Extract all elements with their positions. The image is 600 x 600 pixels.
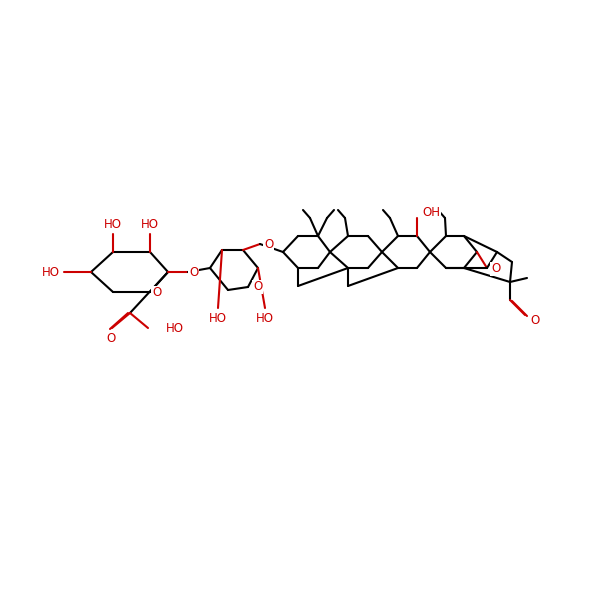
Text: OH: OH	[422, 206, 440, 220]
Text: HO: HO	[104, 217, 122, 230]
Text: HO: HO	[42, 265, 60, 278]
Text: HO: HO	[141, 217, 159, 230]
Text: O: O	[253, 280, 262, 293]
Text: O: O	[189, 265, 198, 278]
Text: O: O	[530, 313, 539, 326]
Text: O: O	[106, 331, 116, 344]
Text: O: O	[264, 238, 273, 251]
Text: O: O	[152, 286, 161, 299]
Text: HO: HO	[209, 313, 227, 325]
Text: O: O	[491, 263, 500, 275]
Text: HO: HO	[256, 313, 274, 325]
Text: HO: HO	[166, 322, 184, 335]
